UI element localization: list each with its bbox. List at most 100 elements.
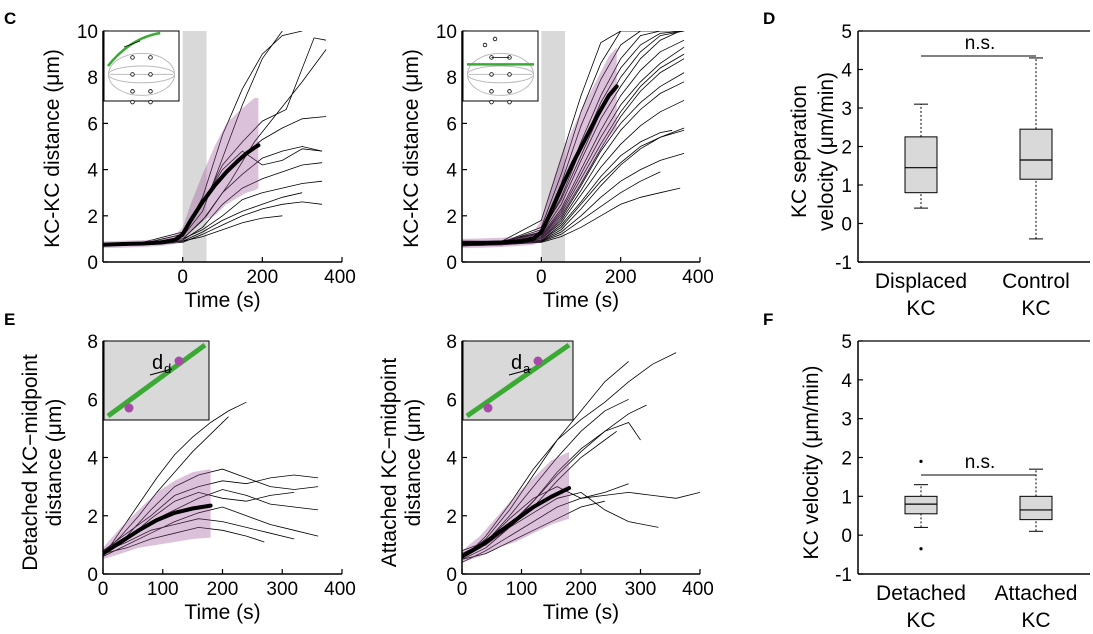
chart-kc-separation-velocity: -1 0 1 2 3 4 5 Displaced KC Control KC n.s. KC separ… (788, 22, 1090, 320)
panel-letter-f: F (763, 310, 773, 329)
distance-subscript: a (523, 361, 531, 376)
kinetochore-icon (130, 55, 135, 60)
mean-line (462, 84, 619, 246)
spindle-schematic-displaced (103, 30, 180, 105)
y-tick-label: 3 (841, 410, 852, 431)
distance-marker-icon (508, 368, 532, 376)
distance-subscript: d (164, 361, 171, 376)
y-tick-label: 2 (841, 449, 852, 470)
significance-label: n.s. (965, 452, 996, 473)
microtubule-bundle-icon (106, 342, 207, 419)
mean-line (103, 143, 261, 247)
std-band (103, 98, 259, 249)
y-tick-label: 6 (446, 390, 457, 411)
y-tick-label: 4 (841, 371, 852, 392)
x-tick-label: 400 (682, 267, 714, 288)
kinetochore-icon (130, 72, 135, 77)
plot-area (103, 31, 327, 262)
std-band (103, 469, 211, 560)
y-tick-label: 2 (841, 138, 852, 159)
y-tick-label: 5 (841, 332, 852, 353)
kinetochore-icon (148, 55, 153, 60)
y-tick-label: 10 (77, 22, 98, 43)
kinetochore-icon (507, 72, 512, 77)
kinetochore-icon (483, 403, 493, 413)
x-axis-label: Time (s) (184, 289, 260, 312)
x-axis-label: Time (s) (543, 289, 619, 312)
y-tick-label: 1 (841, 176, 852, 197)
y-axis-label-line1: KC separation (788, 85, 811, 218)
iqr-box (904, 136, 938, 194)
y-tick-label: -1 (835, 565, 852, 586)
chart-kc-velocity: -1 0 1 2 3 4 5 Detached KC Attached KC n.s. KC veloc… (800, 332, 1090, 632)
kinetochore-icon (130, 99, 135, 105)
plot-area (462, 31, 685, 262)
category-label: Attached (995, 582, 1078, 605)
kinetochore-icon (533, 356, 543, 366)
trace-line (462, 39, 685, 244)
spindle-schematic-control (462, 30, 539, 105)
y-axis-label: Detached KC−midpoint (19, 354, 42, 571)
x-tick-label: 100 (147, 579, 179, 600)
trace-line (462, 500, 605, 560)
trace-line (462, 491, 659, 554)
y-tick-label: 4 (87, 449, 98, 470)
distance-symbol: d (152, 352, 163, 374)
y-tick-label: 6 (446, 114, 457, 135)
spindle-inner-icon (108, 65, 175, 84)
mean-line (103, 503, 213, 556)
significance-label: n.s. (965, 33, 996, 54)
category-label-2: KC (906, 609, 935, 632)
y-axis-label: KC velocity (μm/min) (800, 365, 823, 559)
kinetochore-icon (507, 89, 512, 94)
y-axis-label: Attached KC−midpoint (378, 358, 401, 568)
stimulus-shade (541, 31, 566, 262)
y-tick-label: 6 (87, 390, 98, 411)
chart-attached-kc-midpoint: 0 2 4 6 8 0 100 200 300 400 Time (s) Attached KC−mi… (378, 332, 714, 624)
trace-line (462, 31, 681, 243)
y-tick-label: 4 (446, 449, 457, 470)
x-tick-label: 0 (98, 579, 109, 600)
trace-line (462, 171, 661, 247)
kinetochore-icon (507, 99, 512, 105)
distance-marker-icon (123, 40, 141, 48)
kinetochore-icon (148, 72, 153, 77)
kinetochore-icon (482, 42, 488, 48)
x-tick-label: 400 (324, 579, 356, 600)
y-tick-label: 4 (841, 61, 852, 82)
x-tick-label: 200 (246, 267, 278, 288)
trace-line (462, 352, 677, 560)
y-tick-label: 3 (841, 99, 852, 120)
x-tick-label: 300 (266, 579, 298, 600)
category-label: Control (1002, 270, 1070, 293)
outlier-point (919, 547, 923, 551)
x-tick-label: 0 (457, 579, 468, 600)
std-band (462, 47, 617, 249)
iqr-box (904, 495, 938, 515)
category-label-2: KC (1021, 297, 1050, 320)
kinetochore-icon (174, 356, 184, 366)
kinetochore-icon (489, 72, 494, 77)
y-tick-label: 1 (841, 487, 852, 508)
trace-line (103, 474, 319, 552)
panel-letter-c: C (4, 9, 16, 28)
trace-line (103, 468, 319, 552)
y-tick-label: 2 (87, 207, 98, 228)
y-tick-label: 0 (446, 253, 457, 274)
y-tick-label: 2 (446, 507, 457, 528)
y-tick-label: 0 (87, 253, 98, 274)
trace-line (462, 404, 647, 560)
y-tick-label: 0 (87, 565, 98, 586)
y-tick-label: 10 (436, 22, 457, 43)
iqr-box (1019, 128, 1053, 180)
kinetochore-icon (489, 89, 494, 94)
y-tick-label: 5 (841, 22, 852, 43)
y-axis-label-2: distance (μm) (43, 399, 66, 527)
y-tick-label: 0 (446, 565, 457, 586)
trace-line (103, 506, 319, 557)
category-label-2: KC (1021, 609, 1050, 632)
category-label: Displaced (875, 270, 967, 293)
